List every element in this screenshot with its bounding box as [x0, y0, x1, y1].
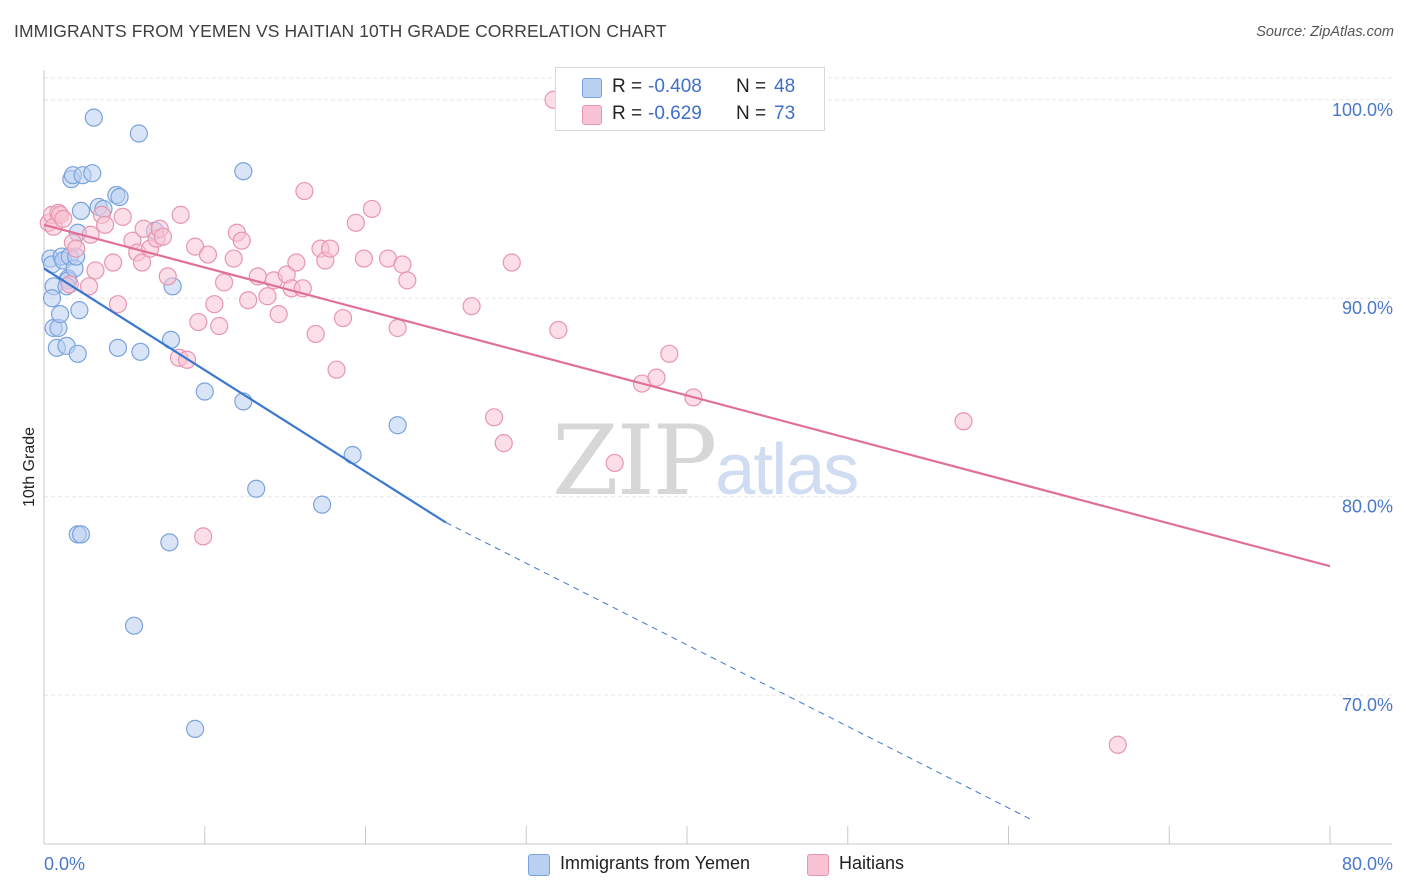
haitian-point [95, 215, 115, 234]
haitians-swatch [582, 105, 602, 125]
haitian-point [171, 205, 190, 224]
haitian-point [132, 253, 152, 272]
yemen-point [388, 416, 407, 435]
r-value: -0.629 [648, 103, 702, 124]
yemen-point [131, 342, 150, 361]
yemen-point [108, 338, 128, 357]
haitian-point [295, 181, 314, 201]
yemen-swatch [582, 78, 602, 98]
y-tick-label: 80.0% [1342, 497, 1393, 517]
haitian-point [86, 261, 105, 280]
haitian-point [205, 295, 224, 314]
haitian-point [104, 253, 123, 272]
haitian-point [189, 312, 208, 332]
haitian-point [269, 305, 288, 324]
yemen-trend-extension [445, 522, 1033, 821]
haitian-point [362, 199, 382, 219]
haitian-point [79, 277, 99, 296]
stats-row-yemen: R = -0.408 N = 48 [556, 74, 824, 100]
haitian-point [232, 231, 251, 250]
y-tick-label: 90.0% [1342, 298, 1393, 318]
haitian-point [502, 253, 521, 272]
yemen-point [84, 108, 103, 127]
haitian-point [346, 213, 365, 232]
haitian-point [287, 253, 306, 272]
x-tick-label: 80.0% [1342, 854, 1393, 874]
n-label: N = [736, 103, 767, 124]
stats-legend: R = -0.408 N = 48 R = -0.629 N = 73 [555, 67, 825, 131]
haitian-point [194, 527, 213, 546]
source-credit: Source: ZipAtlas.com [1256, 24, 1394, 40]
yemen-point [129, 124, 148, 143]
haitian-point [1108, 735, 1127, 754]
haitian-point [258, 287, 277, 306]
yemen-point [68, 344, 87, 363]
yemen-point [312, 495, 332, 514]
yemen-point [71, 525, 91, 544]
haitian-point [388, 318, 407, 338]
watermark: ZIPatlas [552, 405, 859, 517]
haitian-point [549, 320, 568, 340]
r-label: R = [612, 76, 643, 97]
haitian-point [158, 267, 177, 286]
n-label: N = [736, 76, 767, 97]
legend-label: Immigrants from Yemen [560, 853, 751, 873]
yemen-point [83, 164, 102, 183]
yemen-point [50, 305, 70, 324]
n-value: 48 [774, 76, 796, 97]
r-value: -0.408 [648, 76, 702, 97]
yemen-point [195, 382, 214, 401]
yemen-point [124, 616, 144, 635]
haitian-point [198, 245, 218, 264]
haitian-point [239, 291, 258, 310]
haitian-point [214, 273, 234, 292]
watermark-zip: ZIP [552, 405, 717, 517]
haitian-point [660, 344, 679, 363]
haitian-point [210, 316, 229, 336]
yemen-point [234, 162, 253, 181]
haitian-trend-line [43, 223, 1331, 568]
haitian-point [321, 239, 340, 258]
haitian-point [108, 295, 128, 314]
legend-label: Haitians [839, 853, 905, 873]
haitian-point [605, 453, 624, 473]
haitian-point [327, 360, 346, 379]
haitian-point [462, 297, 481, 316]
y-tick-label: 100.0% [1332, 100, 1393, 120]
x-tick-label: 0.0% [44, 854, 85, 874]
n-value: 73 [774, 103, 796, 124]
haitian-point [306, 324, 325, 344]
haitian-point [67, 239, 86, 258]
chart-title: IMMIGRANTS FROM YEMEN VS HAITIAN 10TH GR… [14, 21, 667, 41]
haitian-point [333, 308, 353, 328]
stats-row-haitians: R = -0.629 N = 73 [556, 101, 824, 127]
y-tick-label: 70.0% [1342, 695, 1393, 715]
yemen-point [71, 201, 91, 221]
haitian-point [224, 249, 243, 268]
yemen-point [160, 533, 179, 552]
r-label: R = [612, 103, 643, 124]
series-legend: Immigrants from Yemen Haitians [0, 852, 1406, 878]
yemen-legend-swatch [528, 854, 550, 876]
haitian-point [494, 434, 513, 453]
haitian-point [354, 249, 373, 268]
haitian-point [113, 207, 132, 226]
yemen-point [42, 289, 62, 308]
haitians-legend-swatch [807, 854, 829, 876]
haitian-point [153, 227, 173, 246]
yemen-point [247, 479, 266, 498]
haitian-point [398, 271, 417, 290]
yemen-point [186, 719, 205, 738]
haitian-point [393, 255, 412, 274]
haitian-point [54, 209, 73, 228]
haitian-point [485, 408, 504, 427]
haitian-point [954, 412, 973, 431]
yemen-point [70, 301, 89, 320]
yemen-trend-line [43, 267, 447, 524]
haitian-point [647, 368, 666, 387]
yemen-point [110, 187, 129, 207]
